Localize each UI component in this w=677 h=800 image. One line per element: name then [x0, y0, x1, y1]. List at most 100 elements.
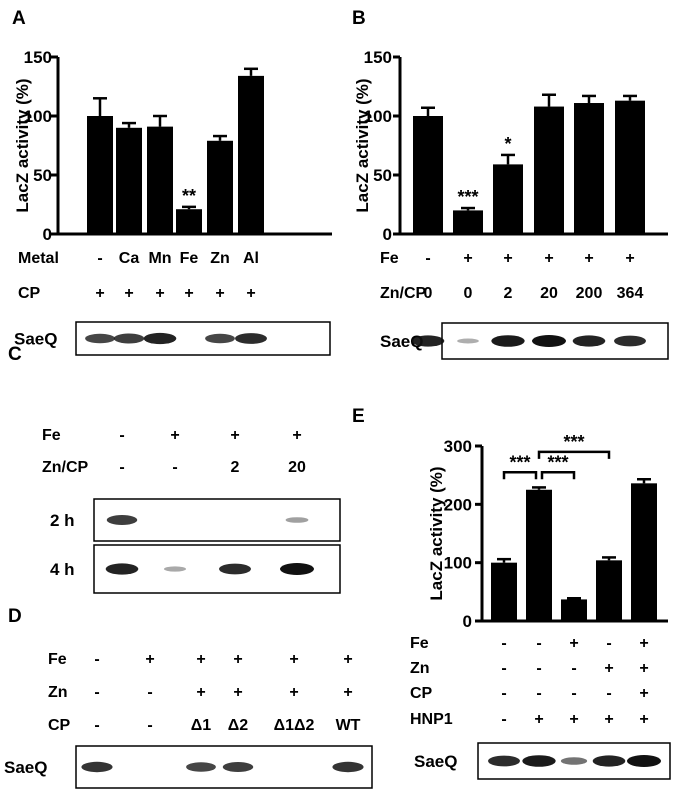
condition-label-d: Fe: [48, 651, 67, 668]
condition-label-b: Zn/CP: [380, 285, 427, 302]
y-tick-label-b: 150: [364, 48, 392, 67]
blot-band-c: [285, 517, 309, 523]
significance-label-b: ***: [457, 187, 478, 207]
bar-e: [526, 489, 552, 621]
y-tick-label-b: 0: [383, 225, 392, 244]
condition-value-e: -: [571, 660, 576, 677]
y-tick-label-a: 100: [24, 107, 52, 126]
significance-bracket-label-e: ***: [563, 432, 584, 452]
condition-value-b: 0: [464, 285, 473, 302]
bar-e: [491, 562, 517, 621]
condition-value-b: 364: [617, 285, 644, 302]
y-tick-label-a: 150: [24, 48, 52, 67]
condition-value-b: +: [544, 250, 553, 267]
condition-value-d: +: [289, 684, 298, 701]
condition-value-a: Zn: [210, 250, 230, 267]
condition-value-d: +: [196, 684, 205, 701]
condition-value-a: +: [246, 285, 255, 302]
y-tick-label-e: 300: [444, 437, 472, 456]
condition-label-c: Zn/CP: [42, 459, 89, 476]
condition-value-c: -: [119, 427, 124, 444]
bar-b: [534, 106, 564, 234]
condition-label-a: CP: [18, 285, 41, 302]
y-axis-label-e: LacZ activity (%): [427, 466, 446, 600]
bar-b: [574, 103, 604, 235]
condition-value-c: +: [170, 427, 179, 444]
condition-value-d: -: [94, 684, 99, 701]
condition-value-d: WT: [336, 717, 361, 734]
condition-value-b: +: [463, 250, 472, 267]
blot-band-d: [81, 761, 113, 773]
significance-label-b: *: [504, 134, 511, 154]
condition-value-d: Δ1Δ2: [274, 717, 315, 734]
blot-band-b: [491, 335, 525, 347]
condition-value-d: +: [289, 651, 298, 668]
condition-value-d: Δ2: [228, 717, 249, 734]
blot-band-b: [572, 335, 606, 347]
condition-value-c: -: [172, 459, 177, 476]
condition-value-d: +: [343, 684, 352, 701]
bar-e: [596, 560, 622, 621]
condition-value-e: +: [639, 660, 648, 677]
blot-band-b: [532, 335, 566, 347]
condition-value-e: +: [604, 711, 613, 728]
y-axis-label-a: LacZ activity (%): [13, 78, 32, 212]
blot-band-d: [332, 761, 364, 773]
blot-band-e: [592, 755, 626, 767]
bar-a: [176, 209, 202, 234]
y-tick-label-a: 0: [43, 225, 52, 244]
condition-value-d: +: [145, 651, 154, 668]
bar-b: [413, 116, 443, 234]
condition-value-a: Fe: [180, 250, 199, 267]
bar-b: [453, 210, 483, 234]
condition-value-d: +: [233, 684, 242, 701]
y-tick-label-a: 50: [33, 166, 52, 185]
condition-value-a: +: [95, 285, 104, 302]
blot-label-c: 4 h: [50, 560, 75, 579]
condition-value-c: +: [292, 427, 301, 444]
condition-label-b: Fe: [380, 250, 399, 267]
blot-band-e: [488, 755, 520, 767]
blot-band-a: [143, 332, 177, 345]
condition-label-c: Fe: [42, 427, 61, 444]
condition-value-b: 20: [540, 285, 558, 302]
condition-value-d: +: [233, 651, 242, 668]
panel-label-d: D: [8, 606, 22, 627]
condition-value-e: -: [536, 660, 541, 677]
bar-a: [147, 126, 173, 234]
blot-band-b: [457, 338, 479, 344]
condition-label-d: CP: [48, 717, 71, 734]
condition-label-e: Fe: [410, 635, 429, 652]
blot-band-e: [560, 757, 588, 765]
condition-label-a: Metal: [18, 250, 59, 267]
bar-b: [615, 100, 645, 234]
blot-band-c: [105, 563, 139, 575]
blot-band-c: [106, 515, 138, 525]
condition-value-e: +: [569, 635, 578, 652]
bar-a: [207, 140, 233, 234]
condition-value-b: +: [503, 250, 512, 267]
condition-value-c: 2: [231, 459, 240, 476]
condition-value-d: -: [94, 717, 99, 734]
blot-band-b: [411, 335, 445, 347]
condition-label-e: CP: [410, 685, 433, 702]
significance-bracket-label-e: ***: [547, 452, 568, 472]
significance-bracket-e: [537, 450, 611, 459]
blot-label-c: 2 h: [50, 511, 75, 530]
blot-band-a: [205, 333, 235, 344]
condition-value-e: +: [639, 685, 648, 702]
blot-label-d: SaeQ: [4, 758, 47, 777]
blot-band-c: [163, 566, 187, 572]
condition-value-d: Δ1: [191, 717, 212, 734]
blot-band-c: [280, 563, 314, 575]
condition-value-c: 20: [288, 459, 306, 476]
y-tick-label-e: 0: [463, 612, 472, 631]
blot-band-d: [222, 762, 254, 772]
blot-band-d: [186, 762, 216, 772]
condition-value-b: 200: [576, 285, 603, 302]
bar-e: [561, 599, 587, 621]
condition-value-b: 2: [504, 285, 513, 302]
blot-band-a: [85, 333, 115, 344]
condition-value-d: -: [147, 717, 152, 734]
